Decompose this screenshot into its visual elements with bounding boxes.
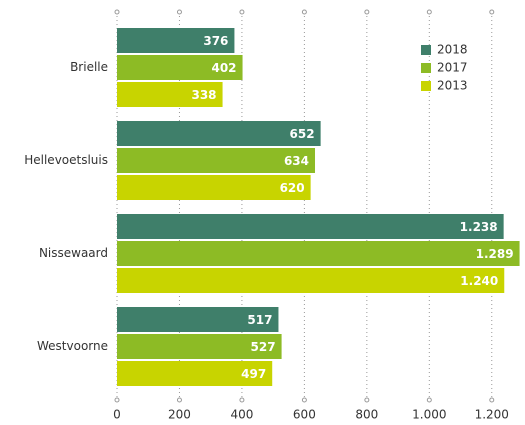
value-label: 1.289 bbox=[476, 247, 514, 261]
x-tick-label: 400 bbox=[230, 408, 253, 422]
grid-dot bbox=[364, 397, 370, 403]
bar bbox=[117, 55, 243, 80]
grid-dot bbox=[239, 9, 245, 15]
value-label: 338 bbox=[191, 88, 216, 102]
bar bbox=[117, 148, 316, 173]
value-label: 376 bbox=[203, 34, 228, 48]
legend-swatch bbox=[421, 63, 431, 73]
x-tick-label: 800 bbox=[355, 408, 378, 422]
value-label: 652 bbox=[290, 127, 315, 141]
x-tick-label: 200 bbox=[168, 408, 191, 422]
value-label: 1.240 bbox=[460, 274, 498, 288]
category-label: Hellevoetsluis bbox=[24, 153, 108, 167]
bar bbox=[117, 268, 505, 293]
bar bbox=[117, 82, 223, 107]
value-label: 620 bbox=[280, 181, 305, 195]
legend-label: 2017 bbox=[437, 61, 468, 75]
grid-dot bbox=[301, 397, 307, 403]
bar bbox=[117, 334, 282, 359]
grid-dot bbox=[426, 9, 432, 15]
grid-dot bbox=[176, 9, 182, 15]
value-label: 634 bbox=[284, 154, 309, 168]
x-tick-label: 1.200 bbox=[475, 408, 509, 422]
legend-swatch bbox=[421, 81, 431, 91]
grid-dot bbox=[114, 397, 120, 403]
grid-dot bbox=[364, 9, 370, 15]
grid-dot bbox=[489, 397, 495, 403]
value-label: 517 bbox=[247, 313, 272, 327]
category-label: Brielle bbox=[70, 60, 108, 74]
value-label: 527 bbox=[251, 340, 276, 354]
grid-dot bbox=[176, 397, 182, 403]
grid-dot bbox=[489, 9, 495, 15]
legend-label: 2018 bbox=[437, 43, 468, 57]
grid-dot bbox=[114, 9, 120, 15]
bar bbox=[117, 28, 235, 53]
grid-dot bbox=[301, 9, 307, 15]
grid-dot bbox=[426, 397, 432, 403]
legend-label: 2013 bbox=[437, 79, 468, 93]
value-label: 497 bbox=[241, 367, 266, 381]
value-label: 1.238 bbox=[460, 220, 498, 234]
legend-swatch bbox=[421, 45, 431, 55]
x-tick-label: 0 bbox=[113, 408, 121, 422]
bar bbox=[117, 121, 321, 146]
bar bbox=[117, 175, 311, 200]
x-tick-label: 1.000 bbox=[412, 408, 446, 422]
category-label: Westvoorne bbox=[37, 339, 108, 353]
x-tick-label: 600 bbox=[293, 408, 316, 422]
bar bbox=[117, 307, 279, 332]
bar bbox=[117, 361, 273, 386]
category-label: Nissewaard bbox=[39, 246, 108, 260]
bar bbox=[117, 214, 504, 239]
bar bbox=[117, 241, 520, 266]
grid-dot bbox=[239, 397, 245, 403]
value-label: 402 bbox=[211, 61, 236, 75]
